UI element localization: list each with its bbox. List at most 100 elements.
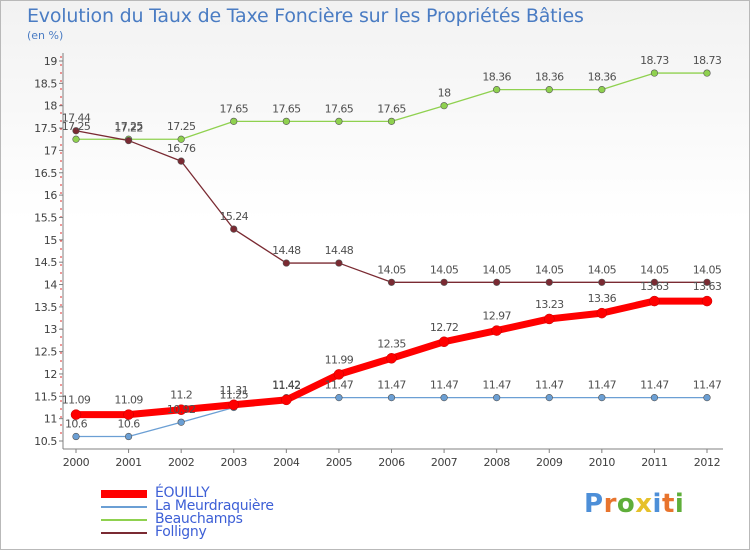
- data-point-3-0: [72, 127, 80, 135]
- data-label-2-10: 18.36: [588, 71, 617, 84]
- data-label-3-0: 17.44: [62, 112, 91, 125]
- data-label-3-9: 14.05: [535, 263, 564, 276]
- data-label-2-6: 17.65: [377, 102, 406, 115]
- data-point-1-11: [650, 394, 659, 402]
- data-label-1-0: 10.6: [65, 418, 88, 431]
- data-label-0-4: 11.42: [272, 379, 301, 392]
- data-point-0-10: [596, 307, 608, 319]
- legend-item: La Meurdraquière: [101, 498, 361, 514]
- x-tick-label: 2011: [641, 456, 667, 469]
- x-tick-label: 2003: [221, 456, 248, 469]
- data-point-0-6: [386, 353, 397, 364]
- data-point-2-3: [230, 117, 238, 125]
- data-point-3-3: [230, 225, 238, 233]
- data-point-3-2: [177, 157, 185, 165]
- data-point-3-9: [545, 278, 553, 286]
- legend-label: Folligny: [155, 524, 207, 540]
- data-point-1-12: [703, 394, 711, 402]
- data-point-0-0: [70, 409, 82, 420]
- data-point-2-10: [598, 86, 606, 94]
- x-tick-label: 2006: [378, 456, 405, 469]
- data-point-0-8: [491, 325, 502, 336]
- logo-letter: i: [652, 489, 662, 519]
- data-point-2-12: [703, 69, 711, 77]
- x-tick-label: 2001: [115, 456, 141, 469]
- data-label-3-11: 14.05: [640, 263, 669, 276]
- logo-letter: r: [603, 489, 617, 519]
- data-label-1-8: 11.47: [482, 379, 511, 392]
- y-tick-label: 12: [44, 368, 57, 381]
- legend-label: ÉOUILLY: [155, 485, 210, 501]
- data-point-0-1: [123, 409, 134, 420]
- data-label-0-12: 13.63: [693, 280, 722, 293]
- data-point-1-1: [124, 432, 133, 441]
- data-label-1-4: 11.42: [272, 379, 301, 392]
- data-label-3-6: 14.05: [377, 263, 406, 276]
- data-label-0-6: 12.35: [377, 337, 406, 350]
- data-point-3-10: [598, 278, 606, 286]
- data-point-2-9: [545, 86, 553, 94]
- logo-letter: i: [674, 489, 685, 519]
- data-point-3-4: [282, 259, 290, 267]
- data-label-0-7: 12.72: [430, 321, 459, 334]
- data-label-0-0: 11.09: [62, 394, 91, 407]
- data-point-1-7: [440, 394, 448, 402]
- x-tick-label: 2002: [168, 456, 194, 469]
- x-tick-label: 2010: [589, 456, 616, 469]
- chart-title: Evolution du Taux de Taxe Foncière sur l…: [27, 5, 584, 27]
- data-point-3-6: [387, 278, 396, 286]
- logo-letter: t: [661, 489, 675, 519]
- data-label-2-3: 17.65: [220, 102, 249, 115]
- data-label-2-12: 18.73: [693, 54, 722, 67]
- data-label-2-2: 17.25: [167, 120, 196, 133]
- data-label-3-10: 14.05: [588, 263, 617, 276]
- data-point-0-11: [649, 295, 660, 307]
- legend-label: Beauchamps: [155, 511, 243, 527]
- data-label-0-9: 13.23: [535, 298, 564, 311]
- y-tick-label: 16: [44, 189, 58, 202]
- axes: 10.5 11 11.5 12 12.5 13 13.5 14 14.5 15 15.5 16 16.5…: [34, 53, 723, 469]
- y-tick-label: 12.5: [34, 346, 57, 359]
- data-point-3-5: [335, 259, 343, 267]
- data-label-2-4: 17.65: [272, 102, 301, 115]
- data-label-2-1: 17.25: [114, 120, 143, 133]
- data-point-1-8: [493, 394, 501, 402]
- data-point-1-10: [598, 394, 606, 402]
- y-tick-label: 15: [44, 234, 58, 247]
- data-label-0-5: 11.99: [325, 353, 354, 366]
- data-label-1-3: 11.25: [220, 388, 249, 401]
- x-tick-label: 2004: [273, 456, 300, 469]
- data-point-0-2: [175, 404, 187, 415]
- y-tick-label: 13: [44, 323, 58, 336]
- data-point-3-7: [440, 278, 448, 286]
- data-point-1-9: [545, 394, 553, 402]
- data-point-0-3: [228, 399, 239, 411]
- proxiti-logo: Proxiti: [584, 489, 684, 519]
- y-tick-label: 15.5: [34, 211, 57, 224]
- data-label-1-9: 11.47: [535, 379, 564, 392]
- data-label-2-0: 17.25: [62, 120, 91, 133]
- data-point-2-5: [335, 117, 343, 125]
- data-point-1-0: [72, 432, 80, 441]
- data-point-3-1: [124, 136, 133, 145]
- data-labels-layer: 11.09 11.09 11.2 11.31 11.42 11.99 12.35 12.72 1…: [62, 54, 723, 431]
- data-point-2-8: [493, 86, 501, 94]
- y-tick-label: 11: [44, 413, 57, 426]
- data-label-2-11: 18.73: [640, 54, 669, 67]
- legend-item: Folligny: [101, 524, 361, 540]
- data-label-2-9: 18.36: [535, 71, 564, 84]
- x-tick-label: 2008: [483, 456, 510, 469]
- data-label-3-7: 14.05: [430, 263, 459, 276]
- x-tick-label: 2007: [431, 456, 458, 469]
- y-tick-label: 17.5: [34, 122, 57, 135]
- data-label-0-11: 13.63: [640, 280, 669, 293]
- series-layer: [70, 69, 713, 441]
- data-label-0-8: 12.97: [482, 310, 511, 323]
- data-label-1-7: 11.47: [430, 379, 459, 392]
- y-tick-label: 19: [44, 55, 58, 68]
- logo-letter: x: [635, 489, 653, 519]
- x-tick-label: 2009: [536, 456, 563, 469]
- data-label-2-5: 17.65: [325, 102, 354, 115]
- data-label-3-5: 14.48: [325, 244, 354, 257]
